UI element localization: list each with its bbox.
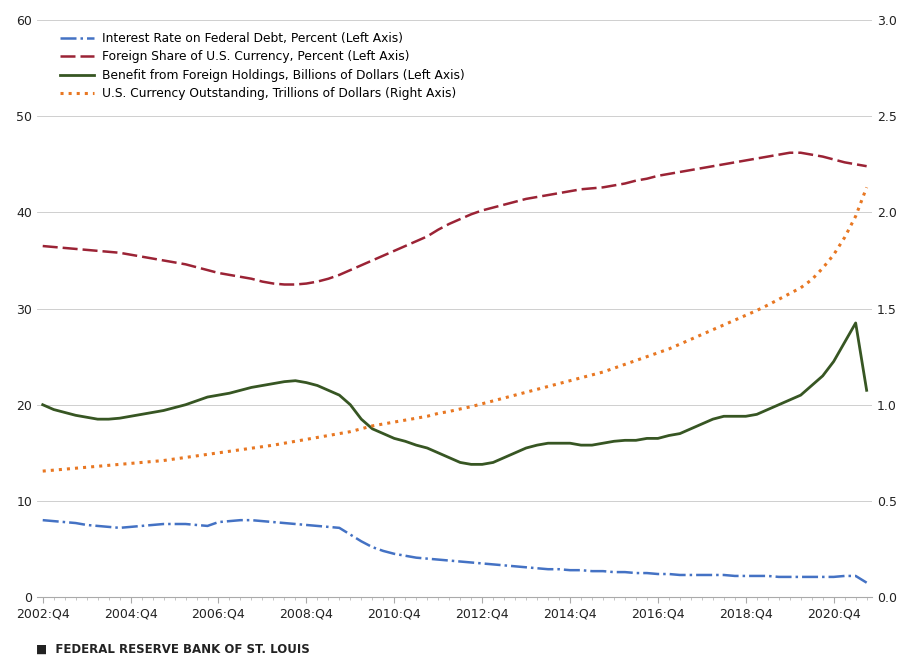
Line: Benefit from Foreign Holdings, Billions of Dollars (Left Axis): Benefit from Foreign Holdings, Billions …	[43, 323, 865, 464]
U.S. Currency Outstanding, Trillions of Dollars (Right Axis)	[322, 432, 333, 440]
Foreign Share of U.S. Currency, Percent (Left Axis)	[597, 183, 608, 191]
Benefit from Foreign Holdings, Billions of Dollars (Left Axis)	[466, 460, 476, 468]
U.S. Currency Outstanding, Trillions of Dollars (Right Axis)	[564, 377, 575, 385]
Benefit from Foreign Holdings, Billions of Dollars (Left Axis)	[575, 441, 586, 449]
Benefit from Foreign Holdings, Billions of Dollars (Left Axis)	[476, 460, 487, 468]
Interest Rate on Federal Debt, Percent (Left Axis)	[37, 516, 48, 524]
Interest Rate on Federal Debt, Percent (Left Axis)	[696, 571, 707, 579]
Foreign Share of U.S. Currency, Percent (Left Axis)	[333, 271, 344, 279]
Foreign Share of U.S. Currency, Percent (Left Axis)	[476, 207, 487, 214]
Line: U.S. Currency Outstanding, Trillions of Dollars (Right Axis): U.S. Currency Outstanding, Trillions of …	[43, 187, 865, 471]
Text: ■  FEDERAL RESERVE BANK OF ST. LOUIS: ■ FEDERAL RESERVE BANK OF ST. LOUIS	[36, 642, 310, 655]
Foreign Share of U.S. Currency, Percent (Left Axis)	[575, 185, 586, 193]
Foreign Share of U.S. Currency, Percent (Left Axis)	[279, 281, 290, 289]
Foreign Share of U.S. Currency, Percent (Left Axis)	[114, 249, 125, 257]
U.S. Currency Outstanding, Trillions of Dollars (Right Axis)	[696, 330, 707, 338]
U.S. Currency Outstanding, Trillions of Dollars (Right Axis)	[466, 402, 476, 410]
Interest Rate on Federal Debt, Percent (Left Axis)	[564, 566, 575, 574]
Interest Rate on Federal Debt, Percent (Left Axis)	[466, 559, 476, 567]
Benefit from Foreign Holdings, Billions of Dollars (Left Axis)	[707, 415, 718, 423]
U.S. Currency Outstanding, Trillions of Dollars (Right Axis)	[586, 371, 597, 379]
Benefit from Foreign Holdings, Billions of Dollars (Left Axis)	[114, 414, 125, 422]
Benefit from Foreign Holdings, Billions of Dollars (Left Axis)	[860, 387, 871, 395]
Benefit from Foreign Holdings, Billions of Dollars (Left Axis)	[849, 319, 860, 327]
Benefit from Foreign Holdings, Billions of Dollars (Left Axis)	[37, 401, 48, 408]
Line: Interest Rate on Federal Debt, Percent (Left Axis): Interest Rate on Federal Debt, Percent (…	[43, 520, 865, 583]
Interest Rate on Federal Debt, Percent (Left Axis)	[322, 523, 333, 531]
Interest Rate on Federal Debt, Percent (Left Axis)	[586, 567, 597, 575]
Interest Rate on Federal Debt, Percent (Left Axis)	[114, 524, 125, 532]
Interest Rate on Federal Debt, Percent (Left Axis)	[860, 579, 871, 587]
Foreign Share of U.S. Currency, Percent (Left Axis)	[37, 242, 48, 250]
U.S. Currency Outstanding, Trillions of Dollars (Right Axis)	[860, 183, 871, 191]
Foreign Share of U.S. Currency, Percent (Left Axis)	[860, 162, 871, 170]
Line: Foreign Share of U.S. Currency, Percent (Left Axis): Foreign Share of U.S. Currency, Percent …	[43, 153, 865, 285]
Benefit from Foreign Holdings, Billions of Dollars (Left Axis)	[597, 440, 608, 448]
Benefit from Foreign Holdings, Billions of Dollars (Left Axis)	[322, 387, 333, 395]
U.S. Currency Outstanding, Trillions of Dollars (Right Axis)	[37, 467, 48, 475]
Foreign Share of U.S. Currency, Percent (Left Axis)	[707, 162, 718, 170]
Foreign Share of U.S. Currency, Percent (Left Axis)	[783, 149, 794, 157]
U.S. Currency Outstanding, Trillions of Dollars (Right Axis)	[114, 460, 125, 468]
Legend: Interest Rate on Federal Debt, Percent (Left Axis), Foreign Share of U.S. Curren: Interest Rate on Federal Debt, Percent (…	[60, 32, 464, 101]
